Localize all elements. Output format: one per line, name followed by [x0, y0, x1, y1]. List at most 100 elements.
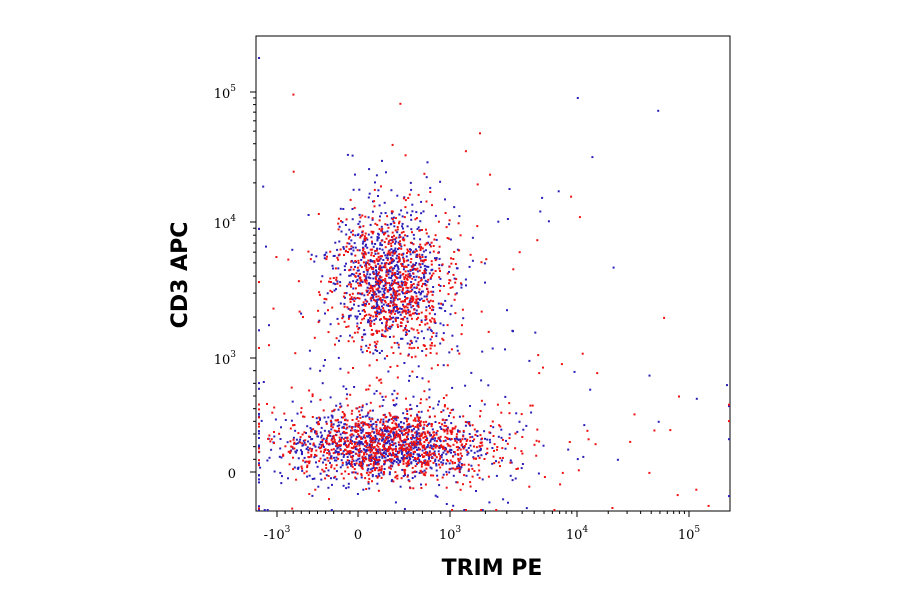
- blue-event-dot: [483, 430, 486, 433]
- red-event-dot: [391, 324, 394, 326]
- red-event-dot: [447, 293, 450, 296]
- red-event-dot: [350, 260, 353, 263]
- blue-event-dot: [509, 474, 512, 477]
- red-event-dot: [330, 457, 333, 460]
- red-event-dot: [415, 298, 418, 301]
- red-event-dot: [433, 344, 436, 347]
- red-event-dot: [419, 249, 422, 252]
- red-event-dot: [386, 252, 389, 255]
- blue-event-dot: [573, 370, 576, 373]
- blue-event-dot: [366, 414, 369, 417]
- red-event-dot: [357, 454, 360, 457]
- red-event-dot: [409, 250, 412, 253]
- red-event-dot: [395, 304, 398, 306]
- red-event-dot: [376, 259, 379, 262]
- red-event-dot: [429, 352, 432, 354]
- red-event-dot: [394, 450, 397, 453]
- red-event-dot: [393, 433, 396, 436]
- x-tick-label: 104: [566, 525, 589, 543]
- red-event-dot: [310, 455, 313, 458]
- blue-event-dot: [380, 225, 383, 228]
- red-event-dot: [440, 302, 443, 305]
- red-event-dot: [377, 442, 380, 445]
- red-event-dot: [467, 463, 470, 466]
- red-event-dot: [463, 474, 466, 477]
- blue-event-dot: [410, 306, 413, 309]
- red-event-dot: [392, 428, 395, 431]
- red-event-dot: [430, 342, 433, 344]
- red-event-dot: [376, 452, 379, 455]
- red-event-dot: [383, 316, 385, 319]
- y-tick-label: 104: [214, 214, 237, 232]
- red-event-dot: [426, 463, 429, 466]
- blue-event-dot: [348, 425, 351, 428]
- red-event-dot: [393, 341, 396, 344]
- blue-event-dot: [414, 460, 417, 463]
- blue-event-dot: [403, 508, 406, 510]
- red-event-dot: [363, 444, 366, 447]
- blue-event-dot: [428, 431, 431, 434]
- blue-event-dot: [389, 311, 392, 314]
- blue-event-dot: [415, 439, 418, 442]
- red-event-dot: [450, 262, 453, 265]
- red-event-dot: [465, 443, 468, 446]
- red-event-dot: [447, 444, 450, 447]
- red-event-dot: [258, 447, 260, 450]
- red-event-dot: [485, 258, 488, 261]
- blue-event-dot: [417, 428, 420, 431]
- blue-event-dot: [258, 481, 260, 484]
- red-event-dot: [471, 475, 474, 478]
- blue-event-dot: [386, 223, 389, 226]
- red-event-dot: [384, 277, 387, 280]
- blue-event-dot: [364, 275, 367, 278]
- blue-event-dot: [356, 435, 359, 438]
- red-event-dot: [422, 461, 425, 464]
- red-event-dot: [363, 460, 366, 463]
- blue-event-dot: [440, 456, 443, 459]
- blue-event-dot: [420, 292, 422, 295]
- red-event-dot: [369, 319, 372, 322]
- blue-event-dot: [394, 310, 397, 313]
- red-event-dot: [398, 434, 401, 437]
- red-event-dot: [459, 440, 462, 443]
- red-event-dot: [384, 284, 387, 287]
- red-event-dot: [351, 419, 354, 421]
- red-event-dot: [446, 437, 449, 440]
- blue-event-dot: [384, 442, 387, 445]
- red-event-dot: [451, 427, 454, 430]
- red-event-dot: [354, 275, 357, 278]
- blue-event-dot: [383, 468, 386, 470]
- blue-event-dot: [463, 509, 466, 511]
- red-event-dot: [387, 243, 390, 245]
- red-event-dot: [387, 426, 390, 429]
- blue-event-dot: [377, 439, 380, 442]
- red-event-dot: [455, 446, 458, 449]
- blue-event-dot: [406, 452, 409, 455]
- red-event-dot: [329, 419, 332, 422]
- red-event-dot: [354, 254, 357, 257]
- blue-event-dot: [411, 477, 414, 479]
- red-event-dot: [430, 263, 433, 266]
- blue-event-dot: [375, 174, 378, 177]
- blue-event-dot: [408, 426, 411, 429]
- red-event-dot: [454, 293, 457, 296]
- blue-event-dot: [458, 215, 461, 218]
- red-event-dot: [404, 292, 406, 295]
- blue-event-dot: [383, 262, 386, 265]
- blue-event-dot: [413, 437, 416, 440]
- red-event-dot: [308, 460, 311, 463]
- blue-event-dot: [409, 248, 411, 251]
- red-event-dot: [258, 425, 260, 428]
- red-event-dot: [369, 325, 372, 327]
- blue-event-dot: [300, 312, 303, 315]
- red-event-dot: [346, 450, 349, 453]
- red-event-dot: [388, 311, 391, 314]
- red-event-dot: [423, 455, 426, 458]
- blue-event-dot: [383, 288, 386, 291]
- red-event-dot: [425, 232, 428, 235]
- red-event-dot: [478, 469, 481, 472]
- red-event-dot: [333, 429, 336, 432]
- red-event-dot: [356, 266, 359, 269]
- blue-event-dot: [371, 294, 374, 296]
- blue-event-dot: [361, 460, 364, 463]
